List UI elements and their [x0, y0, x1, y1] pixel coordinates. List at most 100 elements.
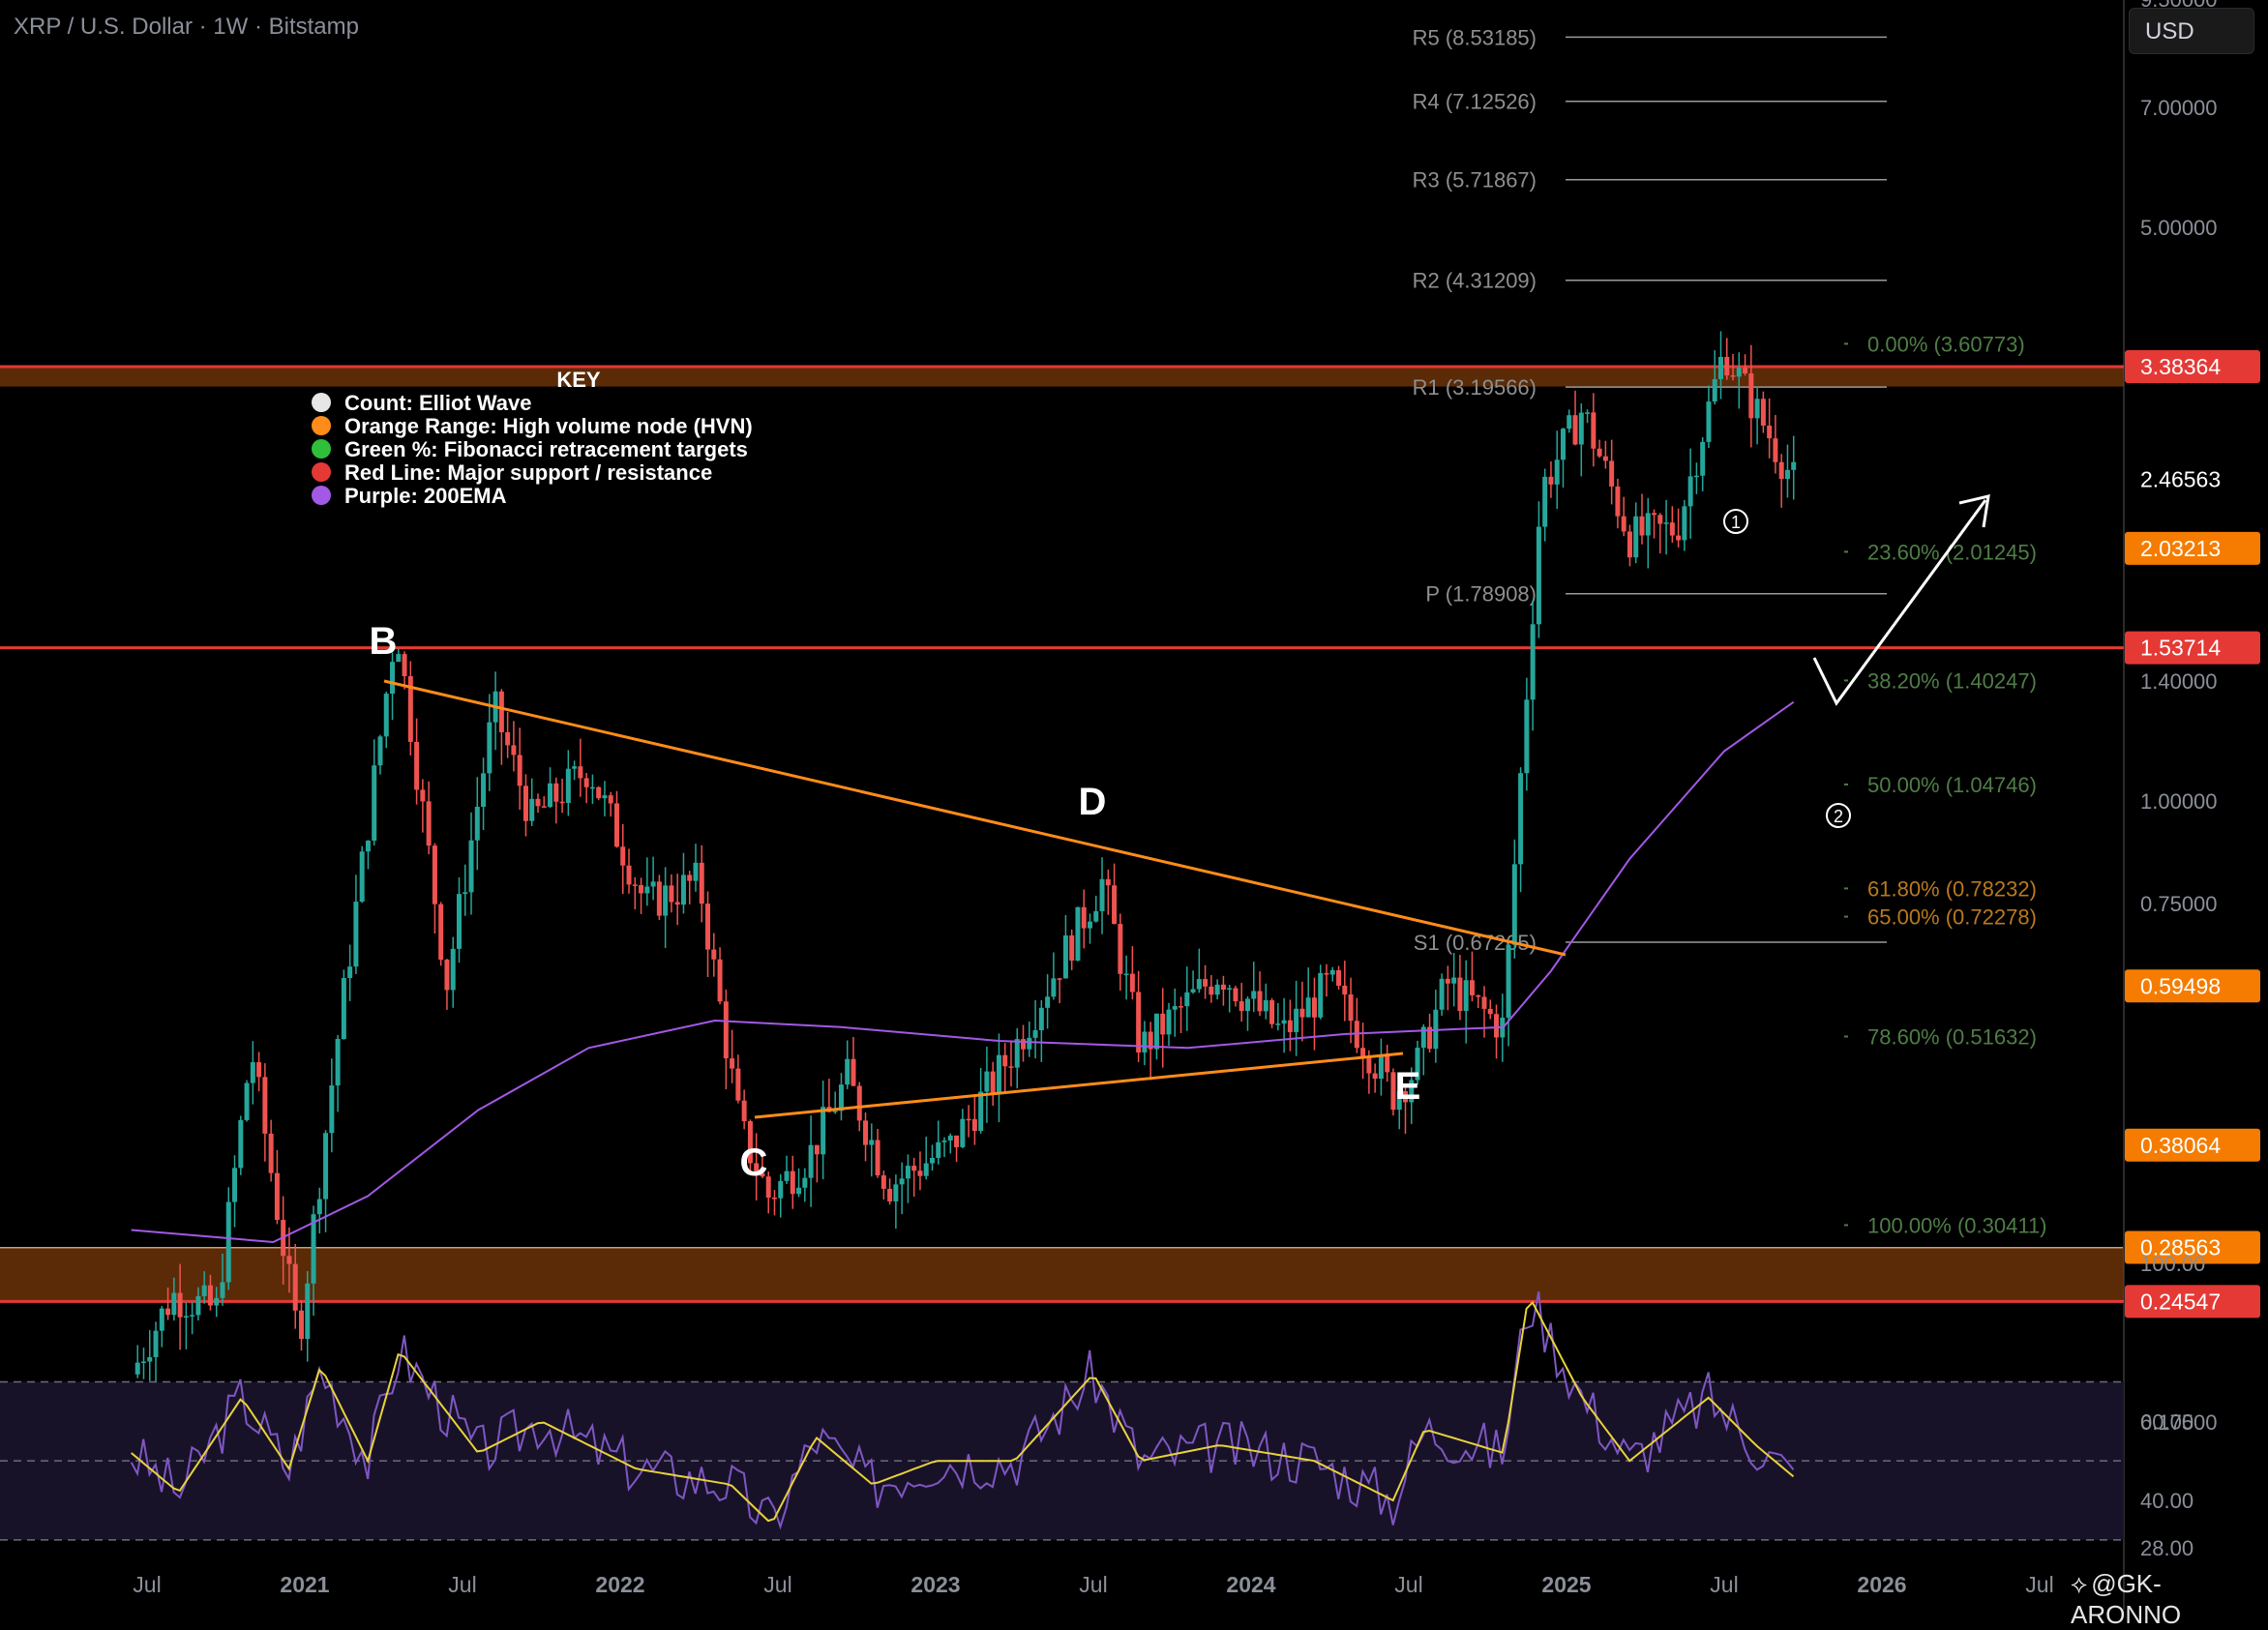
- candle-body: [1153, 1013, 1159, 1050]
- candle-body: [771, 1198, 777, 1200]
- candle-body: [207, 1285, 213, 1306]
- candle-body: [177, 1292, 183, 1318]
- candle-body: [602, 795, 608, 799]
- candle-body: [1051, 978, 1057, 997]
- candle-body: [1062, 935, 1068, 979]
- candle-body: [1402, 1090, 1408, 1103]
- candle-body: [1172, 1006, 1178, 1010]
- price-axis-tick: 7.00000: [2140, 96, 2218, 120]
- rsi-axis-tick: 100.00: [2140, 1252, 2205, 1276]
- candle-body: [1572, 415, 1578, 445]
- time-axis-label: Jul: [763, 1572, 791, 1597]
- candle-body: [802, 1177, 808, 1188]
- candle-body: [583, 778, 589, 787]
- candle-body: [1415, 1048, 1420, 1081]
- candle-body: [620, 846, 626, 866]
- candle-body: [1506, 944, 1511, 1018]
- candle-body: [262, 1077, 268, 1134]
- candle-body: [456, 894, 462, 949]
- watermark: ⟡ @GK-ARONNO: [2071, 1569, 2268, 1630]
- candle-body: [1511, 864, 1517, 945]
- candle-body: [589, 786, 595, 789]
- candle-body: [923, 1163, 929, 1176]
- candle-body: [1791, 461, 1797, 470]
- price-tag-label: 3.38364: [2140, 354, 2221, 379]
- candle-body: [1038, 1007, 1044, 1031]
- candle-body: [663, 885, 669, 916]
- candle-body: [626, 865, 632, 885]
- candle-body: [1311, 997, 1317, 1018]
- time-axis-label: 2021: [280, 1572, 329, 1597]
- candle-body: [1179, 1006, 1184, 1008]
- price-axis-tick: 1.00000: [2140, 789, 2218, 814]
- candle-body: [444, 960, 450, 991]
- candle-body: [650, 881, 656, 887]
- pivot-label: R4 (7.12526): [1413, 90, 1537, 114]
- candle-body: [1748, 373, 1754, 419]
- time-axis-label: Jul: [1710, 1572, 1738, 1597]
- candle-body: [383, 694, 389, 737]
- legend-dot: [312, 486, 331, 505]
- candle-body: [1717, 356, 1723, 379]
- candle-body: [396, 654, 402, 663]
- candle-body: [1585, 412, 1591, 414]
- projection-arrow: [1812, 499, 1987, 706]
- candle-body: [377, 736, 383, 766]
- fib-label: 38.20% (1.40247): [1867, 668, 2037, 693]
- candle-body: [1591, 412, 1597, 449]
- candle-body: [669, 885, 674, 903]
- candle-body: [1269, 999, 1275, 1024]
- candle-body: [1318, 972, 1324, 1018]
- candle-body: [1190, 989, 1196, 993]
- candle-body: [1366, 1056, 1372, 1074]
- candle-body: [1385, 1055, 1390, 1073]
- candle-body: [1372, 1073, 1378, 1080]
- candle-body: [292, 1263, 298, 1311]
- candle-body: [1075, 906, 1081, 962]
- candle-body: [1342, 985, 1348, 995]
- price-tag-label: 1.53714: [2140, 636, 2221, 661]
- candle-body: [1203, 979, 1209, 987]
- candle-body: [256, 1062, 262, 1078]
- candle-body: [407, 676, 413, 742]
- candle-body: [232, 1168, 238, 1202]
- candle-body: [1420, 1026, 1426, 1049]
- candle-body: [1481, 996, 1487, 1009]
- candle-body: [1160, 1013, 1166, 1035]
- candle-body: [214, 1297, 220, 1306]
- candle-body: [468, 840, 474, 893]
- candle-body: [1754, 399, 1760, 419]
- candle-body: [1105, 878, 1111, 886]
- price-axis-tick: 0.17500: [2140, 1410, 2218, 1435]
- candle-body: [711, 949, 717, 960]
- candle-body: [220, 1282, 225, 1298]
- currency-button[interactable]: USD: [2129, 8, 2254, 54]
- candle-body: [996, 1054, 1001, 1094]
- candle-body: [1209, 986, 1214, 995]
- candle-body: [644, 886, 650, 894]
- pivot-label: R1 (3.19566): [1413, 375, 1537, 400]
- candle-body: [639, 884, 644, 894]
- price-axis-tick: 5.00000: [2140, 216, 2218, 240]
- count-label: 2: [1834, 807, 1843, 826]
- candle-body: [1548, 476, 1554, 485]
- candle-body: [1136, 992, 1142, 1052]
- candle-body: [517, 755, 522, 786]
- candle-body: [893, 1184, 899, 1201]
- candle-body: [978, 1091, 984, 1132]
- candle-body: [1294, 1008, 1299, 1032]
- candle-body: [1014, 1039, 1020, 1068]
- candle-body: [850, 1058, 856, 1086]
- candle-body: [1663, 522, 1669, 524]
- candle-body: [1578, 412, 1584, 445]
- price-tag: [2125, 969, 2260, 1003]
- candle-body: [887, 1188, 893, 1201]
- candle-body: [1251, 991, 1257, 999]
- candle-body: [1645, 513, 1651, 536]
- candle-body: [1184, 992, 1190, 1007]
- candle-body: [522, 785, 528, 821]
- candle-body: [917, 1171, 923, 1176]
- candle-body: [856, 1085, 862, 1121]
- candle-body: [505, 731, 511, 746]
